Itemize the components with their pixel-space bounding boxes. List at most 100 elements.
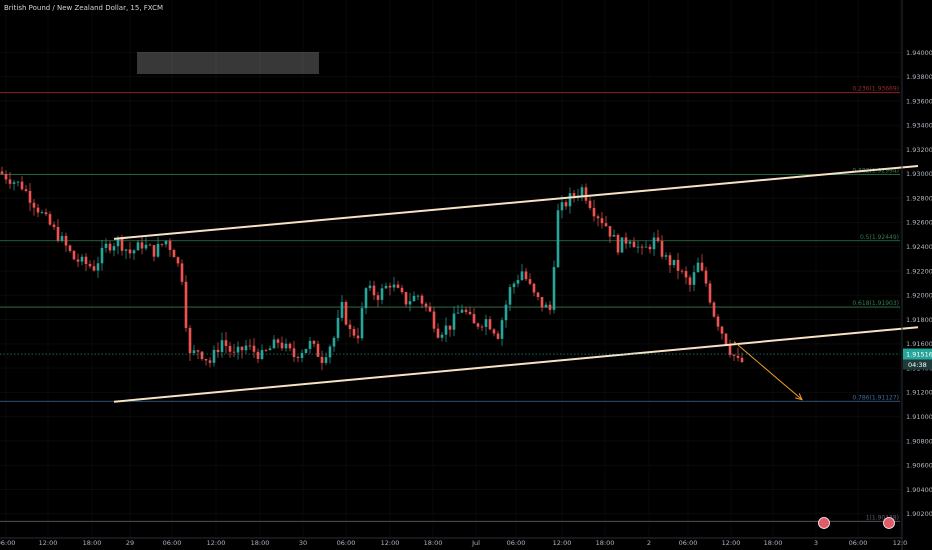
candle-body xyxy=(508,287,512,305)
candle-body xyxy=(488,319,492,330)
candle-body xyxy=(172,249,176,258)
candle-body xyxy=(696,262,700,273)
candle-body xyxy=(188,327,192,354)
candle-body xyxy=(232,351,236,353)
candle-body xyxy=(720,326,724,334)
countdown-badge xyxy=(903,359,932,370)
candle-body xyxy=(512,283,516,288)
arrow-shaft[interactable] xyxy=(733,341,803,401)
fib-levels: 0.236(1.93669) 0.382(1.92994) 0.5(1.92449)… xyxy=(0,86,900,522)
candle-body xyxy=(196,350,200,352)
candle-body xyxy=(160,243,164,245)
candle-body xyxy=(360,308,364,339)
y-tick-label: 1.92200 xyxy=(906,267,932,275)
projection-arrow[interactable] xyxy=(733,341,803,401)
candle-body xyxy=(216,349,220,353)
candle-body xyxy=(708,283,712,303)
x-tick-label: 18:00 xyxy=(596,539,615,547)
candle-body xyxy=(644,246,648,248)
x-tick-label: 06:00 xyxy=(849,539,868,547)
time-axis[interactable]: 06:00 12:00 18:00 29 06:00 12:00 18:00 30 06:00 1… xyxy=(0,537,907,547)
candle-body xyxy=(192,350,196,354)
candle-body xyxy=(340,302,344,318)
candle-body xyxy=(604,223,608,227)
price-badges: 1.91516 04:38 xyxy=(0,348,932,370)
candle-body xyxy=(516,280,520,284)
candle-body xyxy=(464,309,468,312)
candle-body xyxy=(84,256,88,265)
candle-body xyxy=(176,257,180,264)
candle-body xyxy=(104,243,108,248)
candle-body xyxy=(264,350,268,351)
candle-body xyxy=(496,333,500,339)
candle-body xyxy=(472,314,476,324)
candle-body xyxy=(728,344,732,355)
candle-body xyxy=(580,187,584,196)
channel-lines[interactable] xyxy=(113,164,919,403)
x-tick-label: 18:00 xyxy=(424,539,443,547)
x-tick-label: 18:00 xyxy=(251,539,270,547)
candle-body xyxy=(552,267,556,310)
y-tick-label: 1.91600 xyxy=(906,340,932,348)
channel-upper-line[interactable] xyxy=(113,164,919,240)
candle-body xyxy=(108,243,112,251)
candle-body xyxy=(676,259,680,271)
fib-level-label: 0.382(1.92994) xyxy=(852,168,899,175)
candle-body xyxy=(444,325,448,335)
candle-body xyxy=(12,182,16,184)
arrow-head[interactable] xyxy=(795,393,803,401)
candle-body xyxy=(428,306,432,312)
candle-body xyxy=(536,292,540,298)
x-tick-label: 18:00 xyxy=(764,539,783,547)
fib-level-label: 0.236(1.93669) xyxy=(852,86,899,93)
candle-body xyxy=(96,263,100,271)
candle-body xyxy=(544,304,548,308)
candle-body xyxy=(208,360,212,363)
x-tick-label: 30 xyxy=(299,539,307,547)
x-tick-label: 06:00 xyxy=(679,539,698,547)
candle-body xyxy=(280,342,284,349)
candle-body xyxy=(80,256,84,262)
candle-body xyxy=(132,250,136,254)
price-axis[interactable]: 1.94000 1.93800 1.93600 1.93400 1.93200 1.930… xyxy=(901,0,932,550)
candle-body xyxy=(380,288,384,300)
event-marker-icon[interactable] xyxy=(883,517,895,529)
channel-lower-line[interactable] xyxy=(113,326,919,403)
event-markers[interactable] xyxy=(818,517,895,529)
event-marker-icon[interactable] xyxy=(818,517,830,529)
candle-body xyxy=(412,295,416,302)
countdown-text: 04:38 xyxy=(908,361,927,369)
candle-body xyxy=(200,351,204,360)
candle-body xyxy=(592,207,596,217)
candle-body xyxy=(664,255,668,257)
y-tick-label: 1.91800 xyxy=(906,316,932,324)
candle-body xyxy=(288,343,292,349)
candle-body xyxy=(540,297,544,308)
candle-body xyxy=(4,174,8,180)
candle-body xyxy=(152,245,156,257)
y-tick-label: 1.92600 xyxy=(906,219,932,227)
candle-body xyxy=(640,246,644,248)
candle-body xyxy=(228,345,232,352)
candle-body xyxy=(588,200,592,208)
candle-body xyxy=(92,266,96,271)
candle-body xyxy=(112,246,116,251)
candle-body xyxy=(600,218,604,224)
x-tick-label: 18:00 xyxy=(83,539,102,547)
candle-body xyxy=(420,295,424,304)
candle-body xyxy=(276,339,280,343)
candle-body xyxy=(408,301,412,305)
x-tick-label: 12:00 xyxy=(722,539,741,547)
fib-level-label: 0.786(1.91127) xyxy=(852,394,899,401)
candle-body xyxy=(704,270,708,284)
candle-body xyxy=(128,249,132,254)
candle-body xyxy=(300,352,304,358)
candle-body xyxy=(492,329,496,334)
candle-body xyxy=(596,216,600,219)
candle-body xyxy=(532,283,536,293)
candle-body xyxy=(344,302,348,325)
candle-body xyxy=(416,295,420,297)
candle-body xyxy=(48,214,52,225)
candle-body xyxy=(224,340,228,346)
